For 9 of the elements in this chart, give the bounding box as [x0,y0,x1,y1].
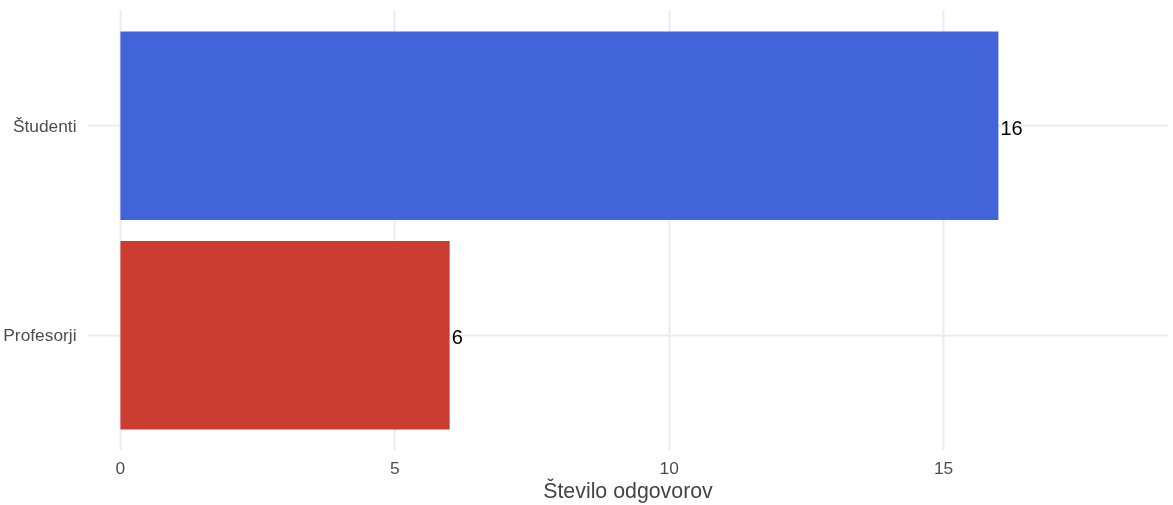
y-tick-label: Profesorji [3,325,77,346]
x-tick-label: 15 [933,457,954,478]
x-tick-label: 5 [389,457,400,478]
x-tick-label: 10 [659,457,679,478]
x-tick-label: 0 [115,457,126,478]
data-label: 16 [1000,116,1023,139]
x-axis-title: Število odgovorov [543,477,714,503]
y-tick-label: Študenti [12,115,77,136]
data-label: 6 [451,326,463,349]
